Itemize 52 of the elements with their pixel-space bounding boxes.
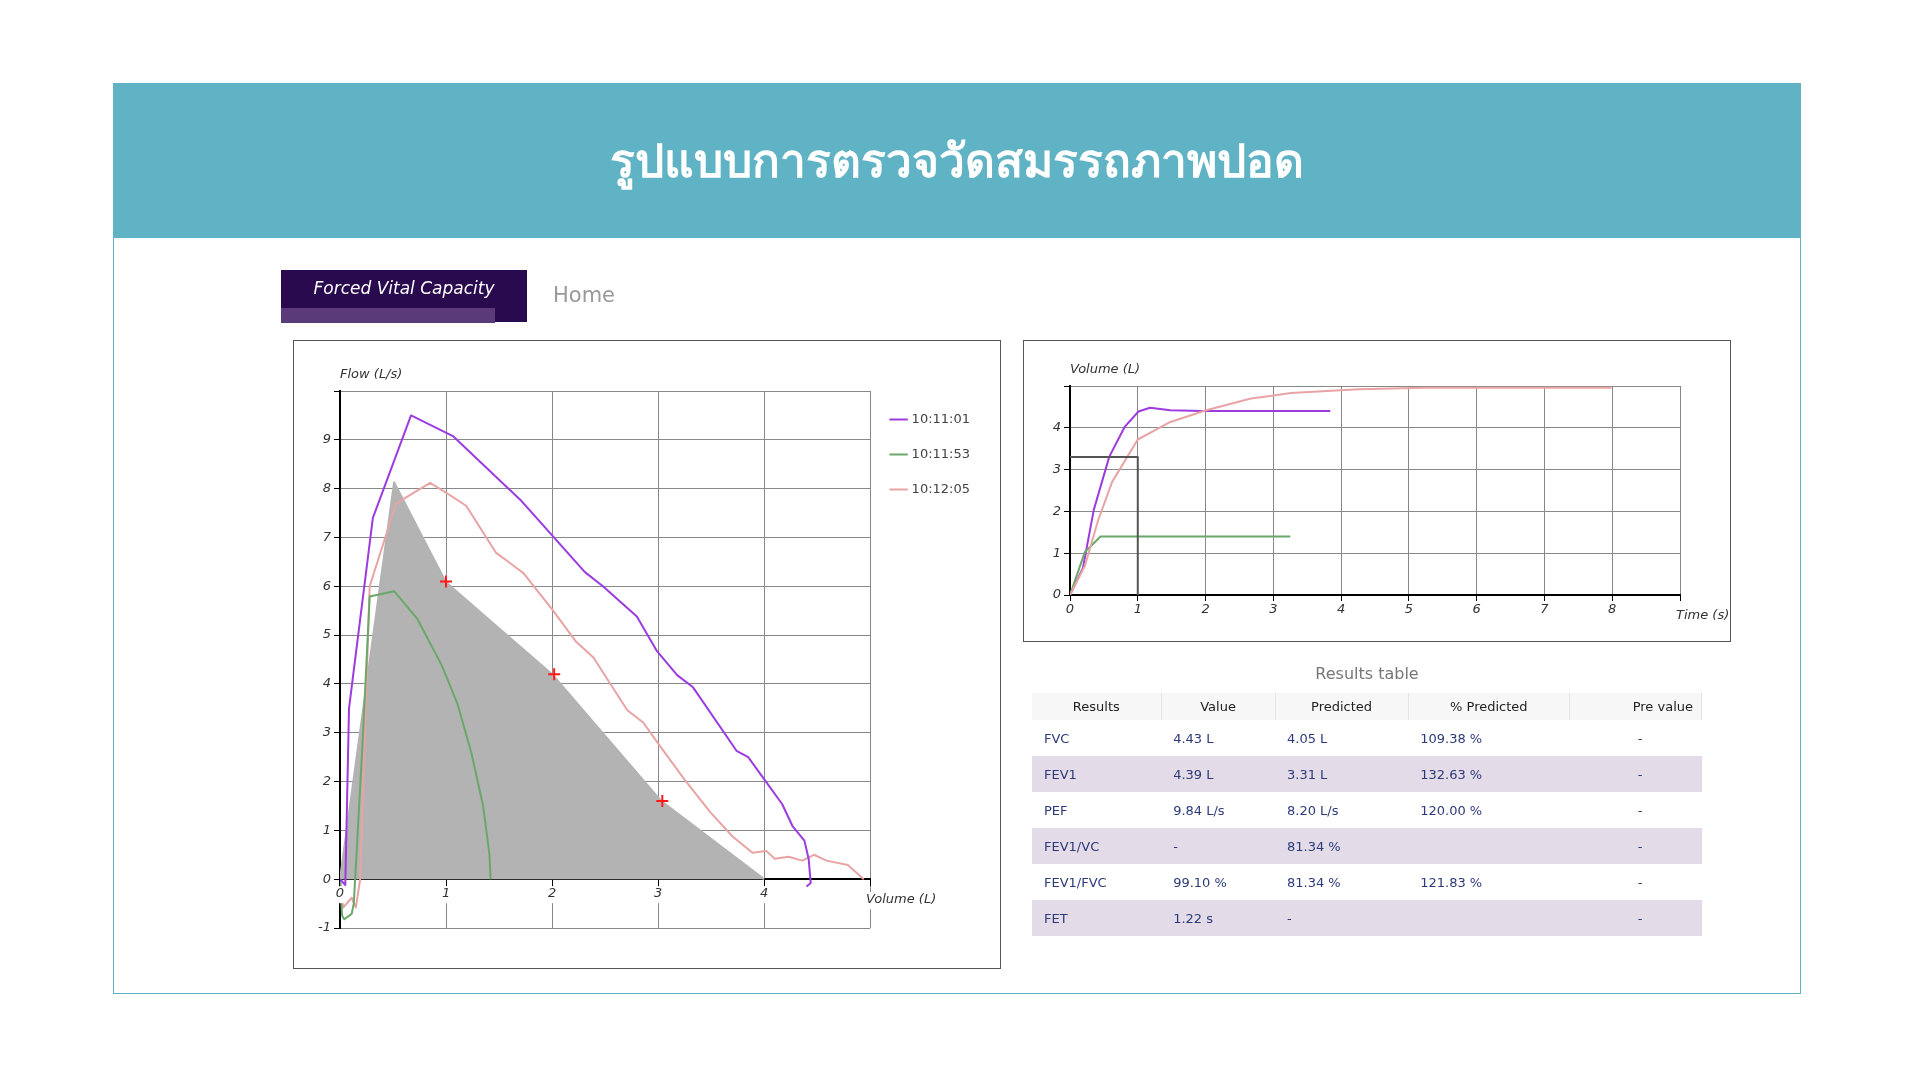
point (439, 574, 454, 589)
x-tick-label: 7 (1540, 600, 1550, 616)
y-tick-label: 6 (322, 577, 331, 593)
x-tick-label: 8 (1608, 600, 1617, 616)
x-tick-label: 1 (441, 885, 451, 901)
y-tick-label: 3 (322, 724, 331, 740)
y-axis-title: Flow (L/s) (340, 365, 403, 381)
point (547, 667, 562, 682)
y-tick-label: 1 (1052, 544, 1061, 560)
y-tick-label: 5 (322, 626, 331, 642)
x-axis-title: Volume (L) (866, 891, 937, 907)
y-tick-label: 7 (322, 528, 332, 544)
y-axis-title: Volume (L) (1070, 360, 1141, 376)
legend-label: 10:11:53 (911, 445, 970, 461)
text: Results table (1314, 664, 1420, 683)
x-tick-label: 0 (335, 885, 345, 901)
table-row: PEF 9.84 L/s 8.20 L/s 120.00 % - (1032, 792, 1702, 828)
x-tick-label: 2 (547, 885, 557, 901)
category-label: Pre value (1569, 693, 1702, 720)
category-label: % Predicted (1408, 693, 1570, 720)
category-label: Results (1032, 693, 1162, 720)
y-tick-label: -1 (318, 919, 331, 935)
x-tick-label: 5 (1404, 600, 1414, 616)
x-tick-label: 4 (759, 885, 769, 901)
legend-label: 10:12:05 (911, 480, 970, 496)
y-tick-label: 1 (322, 821, 331, 837)
category-label: Predicted (1275, 693, 1409, 720)
point (655, 794, 670, 809)
y-tick-label: 3 (1052, 460, 1061, 476)
y-tick-label: 4 (1052, 419, 1061, 435)
table-row: FVC 4.43 L 4.05 L 109.38 % - (1032, 720, 1702, 756)
x-tick-label: 3 (653, 885, 663, 901)
y-tick-label: 0 (322, 870, 331, 886)
x-tick-label: 3 (1269, 600, 1278, 616)
x-tick-label: 6 (1472, 600, 1481, 616)
x-tick-label: 0 (1065, 600, 1075, 616)
x-tick-label: 1 (1133, 600, 1142, 616)
legend-label: 10:11:01 (911, 410, 970, 426)
y-tick-label: 0 (1052, 586, 1061, 602)
category-label: Value (1161, 693, 1276, 720)
y-tick-label: 2 (322, 772, 331, 788)
x-tick-label: 4 (1336, 600, 1346, 616)
y-tick-label: 8 (322, 480, 331, 496)
x-tick-label: 2 (1201, 600, 1210, 616)
chart-title: รูปแบบการตรวจวัดสมรรถภาพปอด (610, 133, 1304, 192)
x-axis-title: Time (s) (1676, 606, 1730, 622)
chart-subtitle: Forced Vital Capacity (312, 278, 496, 298)
y-tick-label: 9 (322, 431, 331, 447)
text: Home (553, 283, 616, 307)
y-tick-label: 4 (322, 675, 331, 691)
y-tick-label: 2 (1052, 502, 1061, 518)
table-row: FEV1/FVC 99.10 % 81.34 % 121.83 % - (1032, 864, 1702, 900)
